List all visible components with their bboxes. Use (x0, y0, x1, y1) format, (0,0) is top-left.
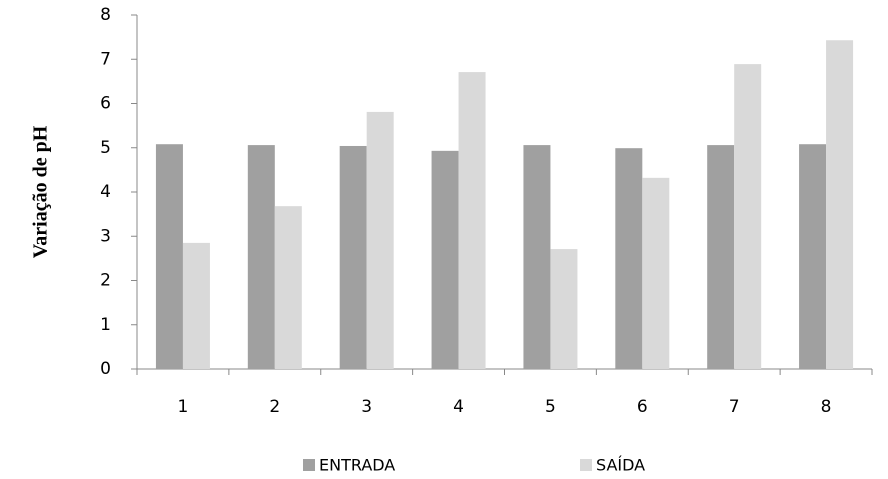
bar (274, 206, 302, 369)
bar (615, 148, 643, 369)
bar (458, 72, 486, 370)
bar (339, 145, 367, 369)
y-tick-label: 3 (100, 226, 111, 246)
x-tick-label: 6 (637, 397, 648, 417)
y-tick-label: 2 (100, 271, 111, 291)
bar (707, 145, 735, 369)
legend-label: SAÍDA (596, 456, 645, 475)
legend-swatch (303, 459, 315, 471)
bar (523, 145, 551, 369)
x-tick-label: 4 (453, 397, 464, 417)
y-tick-label: 6 (100, 94, 111, 114)
y-tick-label: 1 (100, 315, 111, 335)
y-tick-label: 7 (100, 49, 111, 69)
bar (550, 249, 578, 369)
y-axis-label: Variação de pH (30, 125, 52, 258)
y-tick-label: 5 (100, 138, 111, 158)
legend-label: ENTRADA (319, 456, 395, 475)
x-tick-label: 1 (178, 397, 189, 417)
x-tick-label: 7 (729, 397, 740, 417)
x-tick-label: 8 (821, 397, 832, 417)
bar (182, 242, 210, 369)
legend-swatch (580, 459, 592, 471)
bar (247, 145, 275, 369)
bar (155, 144, 183, 369)
bar (642, 177, 670, 369)
x-tick-label: 3 (361, 397, 372, 417)
y-tick-label: 0 (100, 359, 111, 379)
bar (366, 111, 394, 369)
y-tick-label: 4 (100, 182, 111, 202)
bar (799, 144, 827, 369)
x-tick-label: 5 (545, 397, 556, 417)
y-tick-label: 8 (100, 5, 111, 25)
bar (431, 150, 459, 369)
x-tick-label: 2 (269, 397, 280, 417)
bar (734, 64, 762, 370)
bar (826, 40, 854, 369)
